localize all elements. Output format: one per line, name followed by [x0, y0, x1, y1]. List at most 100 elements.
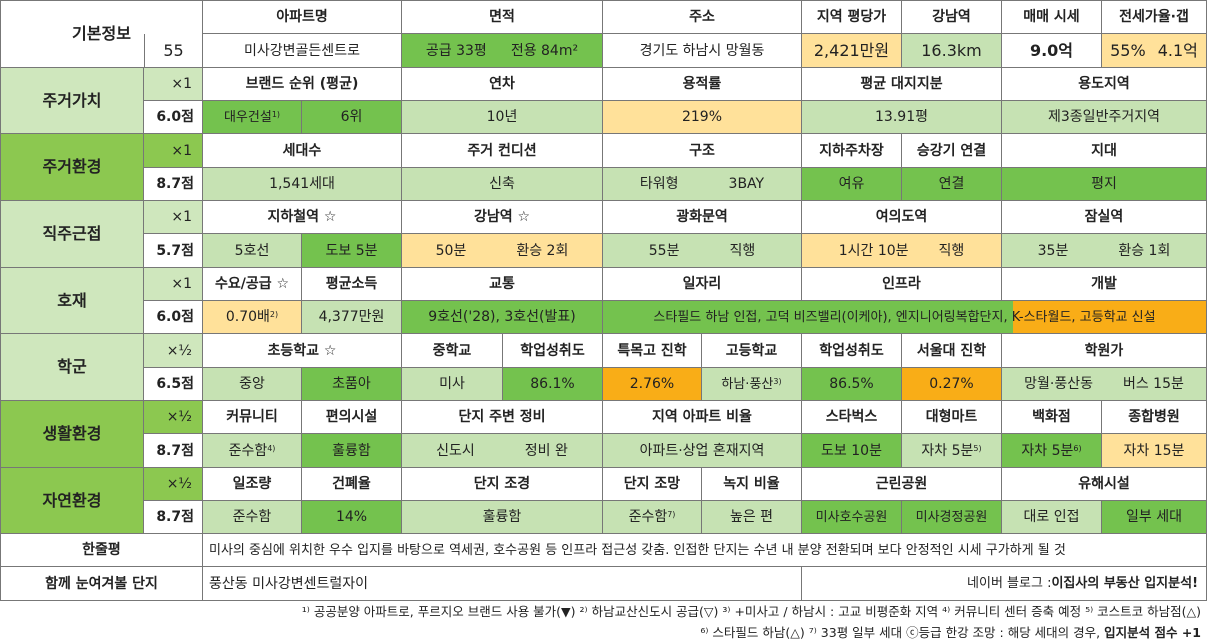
value-households: 1,541세대	[203, 168, 402, 201]
gangnam-time: 50분	[435, 242, 467, 259]
header-landscaping: 단지 조경	[402, 468, 603, 501]
high-school-name: 하남·풍산	[721, 376, 774, 392]
location-analysis-table: 기본정보 55 아파트명 면적 주소 지역 평당가 강남역 매매 시세 전세가율·갭 미사강변골든…	[0, 0, 1207, 601]
value-elementary-type: 초품아	[302, 368, 402, 401]
value-elevator: 연결	[902, 168, 1002, 201]
surroundings-type: 신도시	[436, 442, 475, 459]
multiplier-living-value: ×1	[144, 68, 203, 101]
value-jeonse: 55% 4.1억	[1102, 34, 1207, 68]
multiplier-life-environment: ×½	[144, 401, 203, 434]
brand-name: 대우건설	[223, 109, 272, 125]
jamsil-transfer: 환승 1회	[1118, 242, 1171, 259]
surroundings-state: 정비 완	[524, 442, 568, 459]
score-development: 6.0점	[144, 301, 203, 334]
supply-demand-ratio: 0.70배	[225, 309, 270, 325]
score-living-value: 6.0점	[144, 101, 203, 134]
header-structure: 구조	[603, 134, 802, 168]
header-mart: 대형마트	[902, 401, 1002, 434]
value-jeonse-gap: 4.1억	[1157, 40, 1198, 60]
header-view: 단지 조망	[603, 468, 702, 501]
academy-bus: 버스 15분	[1122, 376, 1184, 392]
header-terrain: 지대	[1002, 134, 1207, 168]
value-high-school: 하남·풍산 3)	[702, 368, 802, 401]
value-jamsil-commute: 35분 환승 1회	[1002, 234, 1207, 268]
section-life-environment: 생활환경	[0, 401, 144, 468]
gangnam-transfer: 환승 2회	[516, 242, 569, 259]
header-special-high: 특목고 진학	[603, 334, 702, 368]
multiplier-nature-environment: ×½	[144, 468, 203, 501]
value-view: 준수함 7)	[603, 501, 702, 534]
header-floor-area-ratio: 용적률	[603, 68, 802, 101]
value-mart: 자차 5분 5)	[902, 434, 1002, 468]
header-region-price: 지역 평당가	[802, 1, 902, 34]
value-brand-name: 대우건설 1)	[203, 101, 302, 134]
score-school: 6.5점	[144, 368, 203, 401]
header-community: 커뮤니티	[203, 401, 302, 434]
value-subway-line: 5호선	[203, 234, 302, 268]
value-landscaping: 훌륭함	[402, 501, 603, 534]
summary-label: 한줄평	[0, 534, 203, 567]
value-special-high: 2.76%	[603, 368, 702, 401]
value-harmful-1: 대로 인접	[1002, 501, 1102, 534]
header-households: 세대수	[203, 134, 402, 168]
value-condition: 신축	[402, 168, 603, 201]
header-income: 평균소득	[302, 268, 402, 301]
value-academy: 망월·풍산동 버스 15분	[1002, 368, 1207, 401]
header-department-store: 백화점	[1002, 401, 1102, 434]
item-number: 55	[144, 34, 203, 68]
value-department-store: 자차 5분 6)	[1002, 434, 1102, 468]
value-traffic: 9호선('28), 3호선(발표)	[402, 301, 603, 334]
mart-distance: 자차 5분	[921, 442, 974, 459]
value-apartment-ratio: 아파트·상업 혼재지역	[603, 434, 802, 468]
value-structure-type: 타워형	[639, 176, 679, 192]
footnote-line-2: ⁶⁾ 스타필드 하남(△) ⁷⁾ 33평 일부 세대 ⓒ등급 한강 조망 : 해…	[700, 622, 1201, 641]
header-age: 연차	[402, 68, 603, 101]
section-commute: 직주근접	[0, 201, 144, 268]
value-snu-admission: 0.27%	[902, 368, 1002, 401]
value-jeonse-rate: 55%	[1110, 40, 1146, 60]
value-middle-school: 미사	[402, 368, 503, 401]
value-high-achievement: 86.5%	[802, 368, 902, 401]
header-land-share: 평균 대지지분	[802, 68, 1002, 101]
header-yeouido: 여의도역	[802, 201, 1002, 234]
value-jobs-infra-development: 스타필드 하남 인접, 고덕 비즈밸리(이케아), 엔지니어링복합단지, K-스…	[603, 301, 1207, 334]
multiplier-commute: ×1	[144, 201, 203, 234]
value-gwanghwamun-commute: 55분 직행	[603, 234, 802, 268]
value-area: 공급 33평 전용 84m²	[402, 34, 603, 68]
value-gangnam-distance: 16.3km	[902, 34, 1002, 68]
score-nature-environment: 8.7점	[144, 501, 203, 534]
related-complex-label: 함께 눈여겨볼 단지	[0, 567, 203, 601]
value-sunlight: 준수함	[203, 501, 302, 534]
value-community: 준수함 4)	[203, 434, 302, 468]
value-gangnam-commute: 50분 환승 2회	[402, 234, 603, 268]
value-parking: 여유	[802, 168, 902, 201]
value-middle-achievement: 86.1%	[503, 368, 603, 401]
view-rating: 준수함	[628, 509, 668, 525]
header-area: 면적	[402, 1, 603, 34]
department-distance: 자차 5분	[1021, 442, 1074, 459]
multiplier-development: ×1	[144, 268, 203, 301]
value-yeouido-commute: 1시간 10분 직행	[802, 234, 1002, 268]
value-region-price: 2,421만원	[802, 34, 902, 68]
header-gwanghwamun: 광화문역	[603, 201, 802, 234]
header-apartment-ratio: 지역 아파트 비율	[603, 401, 802, 434]
section-nature-environment: 자연환경	[0, 468, 144, 534]
header-traffic: 교통	[402, 268, 603, 301]
header-harmful-facilities: 유해시설	[1002, 468, 1207, 501]
header-middle-school: 중학교	[402, 334, 503, 368]
value-income: 4,377만원	[302, 301, 402, 334]
multiplier-school: ×½	[144, 334, 203, 368]
related-complex-value: 풍산동 미사강변센트럴자이	[203, 567, 802, 601]
gwanghwamun-time: 55분	[648, 242, 680, 259]
header-sunlight: 일조량	[203, 468, 302, 501]
score-living-environment: 8.7점	[144, 168, 203, 201]
value-land-share: 13.91평	[802, 101, 1002, 134]
value-zoning: 제3종일반주거지역	[1002, 101, 1207, 134]
section-living-environment: 주거환경	[0, 134, 144, 201]
header-high-school: 고등학교	[702, 334, 802, 368]
header-brand-rank: 브랜드 순위 (평균)	[203, 68, 402, 101]
header-jeonse-ratio: 전세가율·갭	[1102, 1, 1207, 34]
header-infra: 인프라	[802, 268, 1002, 301]
header-zoning: 용도지역	[1002, 68, 1207, 101]
value-hospital: 자차 15분	[1102, 434, 1207, 468]
